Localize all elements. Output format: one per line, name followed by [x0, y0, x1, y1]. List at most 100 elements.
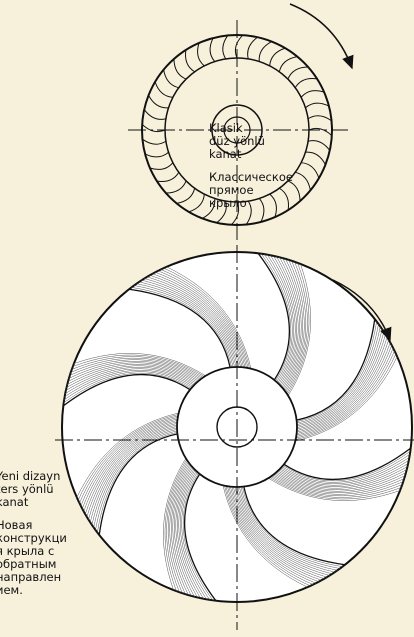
blade-hatch — [83, 420, 178, 512]
blade-hatch — [147, 276, 241, 368]
rotation-arrow — [289, 3, 354, 70]
blade — [156, 172, 180, 182]
blade-hatch — [296, 334, 386, 430]
blade-hatch — [286, 261, 308, 394]
label-line: конструкци — [0, 531, 67, 545]
blade-hatch — [82, 418, 178, 509]
blade-hatch — [167, 461, 189, 594]
blade-hatch — [97, 432, 178, 533]
blade-hatch — [228, 486, 319, 582]
label-line: прямое — [209, 183, 254, 197]
blade — [307, 115, 332, 122]
blade-hatch — [282, 450, 411, 482]
blade-hatch — [73, 353, 206, 377]
blade — [202, 198, 216, 219]
blade-hatch — [224, 485, 311, 587]
blade-hatch — [139, 281, 237, 368]
blade-hatch — [287, 262, 310, 395]
label-line: Классическое — [209, 170, 293, 184]
blade-hatch — [227, 486, 317, 584]
blade-hatch — [273, 474, 405, 495]
blade-edge — [296, 318, 376, 421]
blade — [234, 34, 244, 59]
blade — [230, 201, 240, 226]
blade — [269, 47, 286, 66]
blade-hatch — [283, 258, 304, 390]
blade-hatch — [66, 365, 197, 388]
blade-hatch — [176, 468, 201, 599]
label-line: ters yönlü — [0, 482, 54, 496]
blade-hatch — [296, 337, 388, 431]
blade-hatch — [166, 266, 252, 369]
blade-hatch — [230, 486, 322, 581]
label-line: я крыла с — [0, 544, 55, 558]
blade-edge — [98, 433, 178, 536]
blade-hatch — [279, 257, 300, 388]
blade-hatch — [296, 324, 379, 424]
blade-hatch — [174, 466, 195, 597]
blade — [279, 187, 289, 211]
blade-hatch — [155, 272, 246, 368]
blade-hatch — [296, 326, 381, 425]
blade — [209, 37, 216, 62]
blade — [295, 171, 311, 191]
label-line: крыло — [209, 196, 247, 210]
blade-hatch — [285, 260, 307, 393]
label-line: Новая — [0, 518, 33, 532]
blade-hatch — [63, 372, 192, 404]
blade-hatch — [264, 253, 293, 383]
blade — [307, 140, 331, 151]
label-line: Yeni dizayn — [0, 469, 61, 483]
label-line: обратным — [0, 557, 57, 571]
blade — [305, 102, 330, 109]
blade-edge — [128, 288, 231, 368]
blade-hatch — [163, 267, 250, 369]
blade — [308, 127, 333, 137]
blade-edge — [183, 473, 217, 602]
blade — [305, 151, 326, 165]
blade-hatch — [144, 278, 240, 368]
blade-hatch — [63, 371, 193, 400]
blade-hatch — [134, 285, 234, 368]
blade — [185, 49, 195, 73]
blade-hatch — [76, 412, 179, 498]
blade-hatch — [236, 486, 333, 575]
blade-hatch — [88, 424, 178, 520]
blade-hatch — [136, 283, 235, 368]
blade — [148, 95, 169, 109]
blade-hatch — [79, 415, 179, 504]
blade-hatch — [280, 457, 410, 485]
blade — [287, 66, 309, 80]
blade — [149, 162, 174, 170]
blade-hatch — [64, 369, 194, 397]
blade — [278, 56, 298, 72]
blade-hatch — [71, 356, 204, 378]
blade-hatch — [67, 362, 199, 382]
blade-hatch — [233, 486, 327, 578]
blade-hatch — [279, 460, 409, 486]
blade-hatch — [295, 356, 398, 442]
blade-hatch — [237, 486, 335, 573]
blade-hatch — [274, 473, 406, 494]
blade-hatch — [172, 465, 192, 597]
blade-hatch — [160, 269, 249, 369]
blade-hatch — [181, 471, 210, 601]
blade-hatch — [131, 287, 232, 368]
blade-hatch — [267, 254, 295, 384]
blade-hatch — [269, 477, 402, 500]
blade — [287, 180, 301, 202]
blade — [294, 78, 318, 88]
blade-edge — [257, 252, 291, 381]
blade-hatch — [231, 486, 325, 579]
blade — [165, 180, 187, 194]
blade-hatch — [95, 430, 178, 530]
blade-hatch — [296, 321, 377, 422]
blade-hatch — [157, 270, 247, 368]
blade-hatch — [164, 459, 187, 592]
blade-hatch — [270, 476, 403, 498]
blade-hatch — [239, 486, 338, 571]
label-line: ием. — [0, 583, 23, 597]
blade — [143, 109, 167, 120]
blade-hatch — [80, 417, 178, 507]
